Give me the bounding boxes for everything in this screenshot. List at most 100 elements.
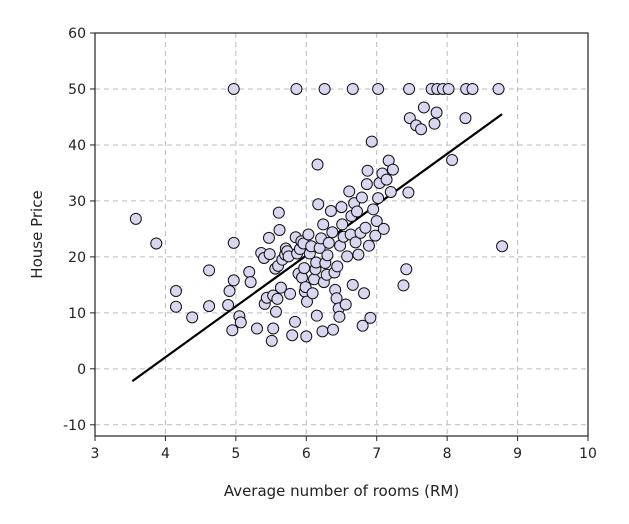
y-tick-label: -10 <box>63 418 86 434</box>
scatter-point <box>274 281 287 294</box>
scatter-point <box>346 82 359 95</box>
scatter-point <box>333 310 346 323</box>
x-tick-label: 8 <box>443 446 452 462</box>
scatter-point <box>290 82 303 95</box>
scatter-point <box>203 264 216 277</box>
scatter-point <box>430 106 443 119</box>
scatter-point <box>397 279 410 292</box>
scatter-point <box>496 240 509 253</box>
scatter-point <box>361 164 374 177</box>
scatter-point <box>129 212 142 225</box>
scatter-point <box>346 278 359 291</box>
scatter-point <box>327 323 340 336</box>
scatter-point <box>244 276 257 289</box>
scatter-point <box>273 224 286 237</box>
x-tick-label: 7 <box>372 446 381 462</box>
y-tick-label: 50 <box>68 82 86 98</box>
scatter-point <box>317 218 330 231</box>
x-tick-label: 4 <box>161 446 170 462</box>
scatter-point <box>377 222 390 235</box>
scatter-point <box>310 309 323 322</box>
scatter-point <box>308 273 321 286</box>
scatter-point <box>306 287 319 300</box>
scatter-point <box>352 248 365 261</box>
scatter-point <box>250 322 263 335</box>
scatter-point <box>386 163 399 176</box>
scatter-point <box>370 215 383 228</box>
scatter-point <box>226 324 239 337</box>
scatter-point <box>318 82 331 95</box>
scatter-point <box>243 266 256 279</box>
scatter-point <box>343 185 356 198</box>
scatter-point <box>331 260 344 273</box>
scatter-point <box>234 316 247 329</box>
scatter-point <box>360 178 373 191</box>
scatter-point <box>227 236 240 249</box>
scatter-point <box>271 292 284 305</box>
scatter-point <box>223 285 236 298</box>
scatter-point <box>492 82 505 95</box>
scatter-point <box>355 191 368 204</box>
scatter-point <box>169 300 182 313</box>
x-axis-label: Average number of rooms (RM) <box>224 482 459 500</box>
scatter-point <box>350 205 363 218</box>
scatter-point <box>372 192 385 205</box>
scatter-point <box>384 185 397 198</box>
scatter-point <box>262 231 275 244</box>
scatter-point <box>335 201 348 214</box>
scatter-point <box>339 298 352 311</box>
y-tick-label: 40 <box>68 138 86 154</box>
scatter-point <box>311 158 324 171</box>
scatter-point <box>321 249 334 262</box>
y-axis-label: House Price <box>28 190 46 278</box>
scatter-point <box>186 311 199 324</box>
scatter-point <box>227 274 240 287</box>
scatter-point <box>324 204 337 217</box>
scatter-point <box>364 311 377 324</box>
scatter-point <box>356 319 369 332</box>
scatter-point <box>459 112 472 125</box>
scatter-point <box>286 329 299 342</box>
scatter-point <box>150 237 163 250</box>
y-tick-label: 0 <box>77 362 86 378</box>
scatter-point <box>367 203 380 216</box>
scatter-point <box>369 229 382 242</box>
scatter-point <box>428 117 441 130</box>
scatter-point <box>203 300 216 313</box>
scatter-point <box>322 236 335 249</box>
scatter-point <box>349 236 362 249</box>
scatter-point <box>316 325 329 338</box>
scatter-point <box>442 82 455 95</box>
scatter-point <box>270 305 283 318</box>
scatter-point <box>446 154 459 167</box>
scatter-point <box>380 173 393 186</box>
scatter-point <box>326 226 339 239</box>
scatter-point <box>267 322 280 335</box>
scatter-point <box>341 250 354 263</box>
y-tick-label: 30 <box>68 194 86 210</box>
scatter-point <box>417 101 430 114</box>
y-tick-label: 10 <box>68 306 86 322</box>
data-points <box>129 82 509 347</box>
scatter-point <box>415 123 428 136</box>
scatter-point <box>466 82 479 95</box>
scatter-point <box>222 299 235 312</box>
scatter-point <box>358 287 371 300</box>
scatter-point <box>289 315 302 328</box>
scatter-point <box>365 135 378 148</box>
y-tick-label: 20 <box>68 250 86 266</box>
plot-frame <box>94 32 589 437</box>
scatter-point <box>402 186 415 199</box>
scatter-point <box>227 82 240 95</box>
scatter-point <box>272 206 285 219</box>
scatter-point <box>169 285 182 298</box>
scatter-point <box>265 334 278 347</box>
scatter-point <box>362 239 375 252</box>
scatter-point <box>372 82 385 95</box>
y-tick-label: 60 <box>68 26 86 42</box>
scatter-point <box>298 262 311 275</box>
scatter-point <box>300 330 313 343</box>
scatter-point <box>300 295 313 308</box>
